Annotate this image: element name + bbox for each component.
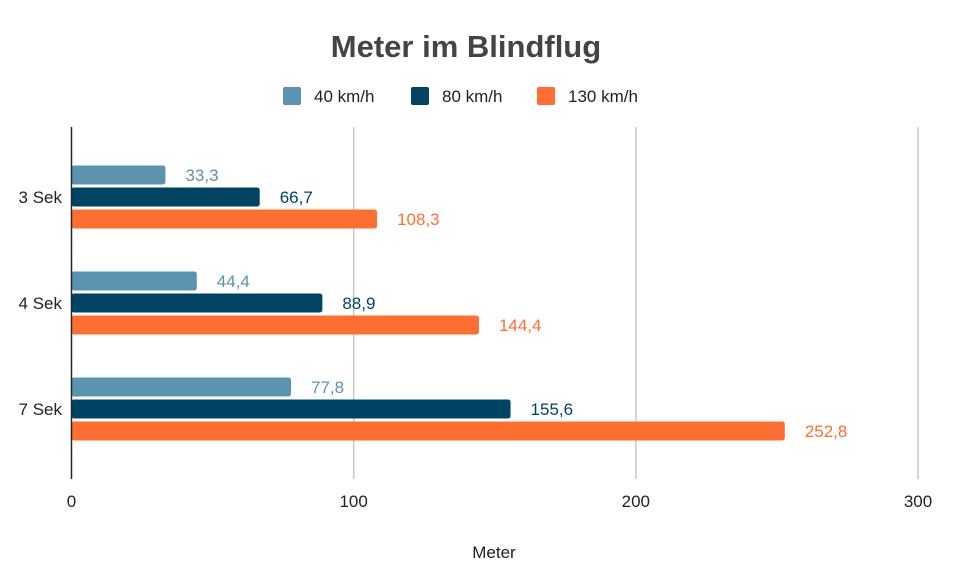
bar-1-2 xyxy=(71,315,479,335)
data-label-2-0: 77,8 xyxy=(311,378,344,397)
data-label-1-1: 88,9 xyxy=(342,294,375,313)
data-label-1-0: 44,4 xyxy=(217,272,250,291)
category-label-1: 4 Sek xyxy=(19,294,63,313)
data-label-2-1: 155,6 xyxy=(531,400,574,419)
bar-1-0 xyxy=(71,271,197,291)
data-label-0-2: 108,3 xyxy=(397,210,440,229)
data-label-1-2: 144,4 xyxy=(499,316,542,335)
bar-0-1 xyxy=(71,187,260,207)
legend-label-1: 80 km/h xyxy=(442,87,502,106)
bar-2-0 xyxy=(71,377,292,397)
bar-0-0 xyxy=(71,165,166,185)
x-tick-label-300: 300 xyxy=(904,492,932,511)
data-label-0-0: 33,3 xyxy=(185,166,218,185)
x-tick-label-200: 200 xyxy=(622,492,650,511)
bar-2-1 xyxy=(71,399,511,419)
legend: 40 km/h 80 km/h 130 km/h xyxy=(283,87,638,106)
legend-swatch-2 xyxy=(537,87,555,105)
bar-1-1 xyxy=(71,293,323,313)
chart-title: Meter im Blindflug xyxy=(331,29,601,64)
bars xyxy=(71,165,785,441)
category-label-0: 3 Sek xyxy=(19,188,63,207)
data-label-2-2: 252,8 xyxy=(805,422,848,441)
category-labels: 3 Sek 4 Sek 7 Sek xyxy=(19,188,63,419)
category-label-2: 7 Sek xyxy=(19,400,63,419)
legend-label-0: 40 km/h xyxy=(314,87,374,106)
x-axis-title: Meter xyxy=(472,543,516,562)
gridlines xyxy=(352,127,919,479)
bar-0-2 xyxy=(71,209,378,229)
legend-swatch-1 xyxy=(411,87,429,105)
legend-swatch-0 xyxy=(283,87,301,105)
data-labels: 33,3 66,7 108,3 44,4 88,9 144,4 77,8 155,6 252,8 xyxy=(185,166,847,441)
x-tick-label-0: 0 xyxy=(67,492,76,511)
tick-labels: 0 100 200 300 xyxy=(67,492,932,511)
data-label-0-1: 66,7 xyxy=(280,188,313,207)
x-tick-label-100: 100 xyxy=(339,492,367,511)
bar-2-2 xyxy=(71,421,785,441)
legend-label-2: 130 km/h xyxy=(568,87,638,106)
